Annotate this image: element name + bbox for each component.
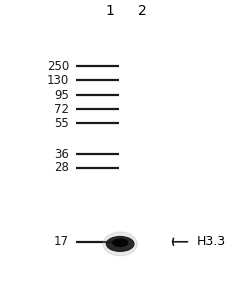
Text: 130: 130 (47, 74, 69, 87)
Text: 2: 2 (139, 4, 147, 18)
Ellipse shape (103, 232, 137, 256)
Text: 55: 55 (54, 117, 69, 130)
Text: 72: 72 (54, 103, 69, 116)
Text: 17: 17 (54, 235, 69, 248)
Ellipse shape (113, 239, 128, 246)
Text: 28: 28 (54, 161, 69, 174)
Text: 36: 36 (54, 148, 69, 160)
Text: 95: 95 (54, 89, 69, 102)
Text: 1: 1 (105, 4, 114, 18)
Ellipse shape (106, 237, 134, 251)
Text: 250: 250 (47, 60, 69, 73)
Text: H3.3: H3.3 (196, 235, 225, 248)
